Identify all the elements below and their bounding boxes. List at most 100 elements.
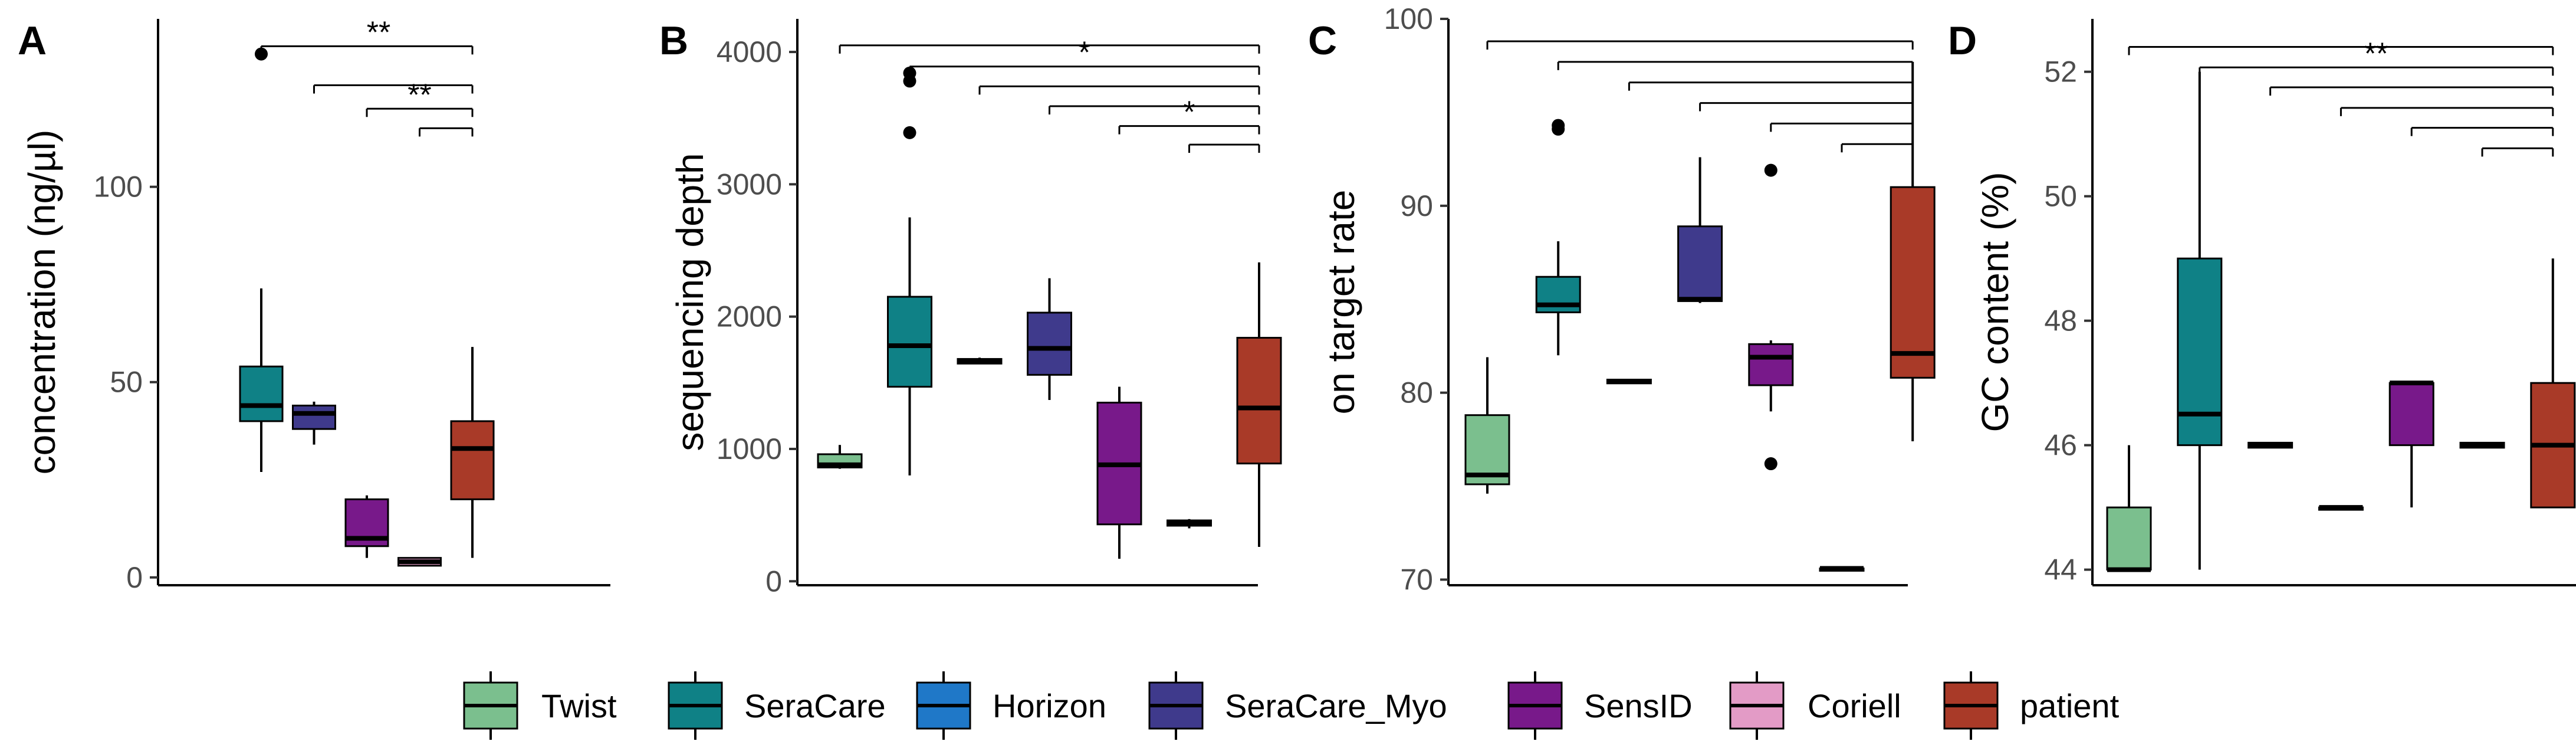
box-iqr [1236, 337, 1282, 465]
y-tick-label: 4000 [717, 35, 782, 68]
box-sensid [2388, 381, 2434, 508]
sig-bracket-coriell [1841, 143, 1914, 153]
y-tick-label: 50 [110, 366, 143, 399]
box-iqr [2106, 506, 2152, 571]
box-sensid [1748, 163, 1794, 471]
y-axis-title: sequencing depth [669, 153, 711, 451]
y-axis-title: concentration (ng/µl) [21, 130, 63, 475]
legend-label: Twist [541, 687, 617, 724]
box-horizon [957, 358, 1003, 365]
panel-b: B 0 1000 2000 3000 4000 sequencing depth * * [659, 18, 1282, 598]
y-tick-label: 90 [1400, 189, 1433, 222]
legend-label: Horizon [993, 687, 1106, 724]
sig-bracket-seracare-myo [2340, 107, 2554, 116]
box-twist [2106, 445, 2152, 572]
box-seracare-myo [292, 401, 336, 445]
legend-item-twist: Twist [463, 671, 617, 740]
box-patient [2530, 258, 2576, 509]
sig-bracket-seracare-myo [1699, 102, 1914, 111]
panel-c: C 70 80 90 100 on target rate [1308, 2, 1936, 596]
sig-bracket-twist [2128, 45, 2554, 55]
y-tick-label: 50 [2044, 180, 2077, 213]
legend-label: Coriell [1808, 687, 1901, 724]
y-axis-title: GC content (%) [1974, 172, 2016, 432]
sig-bracket-coriell [2481, 147, 2554, 157]
box-coriell [1167, 519, 1212, 529]
outlier-point [903, 126, 916, 139]
sig-bracket-horizon [1628, 81, 1914, 91]
sig-bracket-sensid: * [1118, 96, 1260, 135]
box-patient [1236, 262, 1282, 547]
panel-letter-a: A [18, 18, 47, 63]
legend-item-seracare-myo: SeraCare_Myo [1148, 671, 1447, 740]
sig-bracket-sensid [1770, 122, 1914, 132]
panel-d: D 44 46 48 50 52 GC content (%) ** [1948, 18, 2576, 586]
legend-item-horizon: Horizon [916, 671, 1106, 740]
outlier-point [1552, 119, 1565, 132]
y-tick-label: 52 [2044, 55, 2077, 88]
sig-bracket-twist [1486, 40, 1914, 50]
y-tick-label: 48 [2044, 304, 2077, 337]
y-tick-label: 100 [94, 170, 143, 204]
box-seracare [239, 47, 284, 472]
sig-bracket-seracare-myo [1049, 105, 1260, 115]
y-axis-title: on target rate [1320, 190, 1362, 415]
legend-item-sensid: SensID [1507, 671, 1693, 740]
sig-bracket-coriell [1188, 143, 1260, 153]
y-tick-label: 44 [2044, 553, 2077, 586]
sig-bracket-sensid: ** [366, 78, 474, 117]
box-seracare-myo [1027, 278, 1072, 400]
box-iqr [450, 420, 495, 500]
box-iqr [292, 404, 336, 430]
sig-bracket-seracare: ** [2199, 37, 2554, 76]
legend-item-coriell: Coriell [1729, 671, 1901, 740]
legend-item-seracare: SeraCare [668, 671, 886, 740]
box-iqr [1748, 343, 1794, 386]
panel-letter-c: C [1308, 18, 1337, 63]
sig-bracket-twist [839, 44, 1260, 54]
box-iqr [1677, 225, 1723, 302]
box-coriell [2459, 441, 2505, 449]
sig-bracket-seracare-myo [313, 84, 474, 94]
box-coriell [1819, 566, 1865, 572]
box-iqr [887, 296, 932, 388]
sig-bracket-coriell [419, 127, 474, 137]
sig-bracket-seracare: * [909, 36, 1260, 75]
box-twist [1464, 357, 1510, 494]
sig-bracket-horizon [2269, 86, 2554, 96]
y-tick-label: 2000 [717, 300, 782, 333]
box-twist [817, 445, 863, 469]
box-iqr [239, 365, 284, 422]
y-tick-label: 46 [2044, 429, 2077, 462]
y-tick-label: 3000 [717, 168, 782, 201]
legend-label: SeraCare_Myo [1225, 687, 1447, 724]
box-iqr [1027, 311, 1072, 376]
box-seracare-myo [1677, 157, 1723, 303]
box-iqr [2177, 257, 2223, 447]
box-coriell [397, 557, 442, 567]
y-tick-label: 100 [1384, 2, 1433, 35]
panel-letter-b: B [659, 18, 688, 63]
box-sensid [1096, 386, 1142, 559]
significance-label: * [1079, 36, 1090, 70]
box-seracare [1535, 119, 1581, 356]
box-horizon [2248, 441, 2294, 449]
outlier-point [1764, 163, 1777, 177]
legend-label: SeraCare [744, 687, 886, 724]
box-seracare-myo [2318, 505, 2364, 511]
sig-bracket-horizon [978, 85, 1260, 95]
y-tick-label: 70 [1400, 563, 1433, 596]
sig-bracket-seracare: ** [260, 15, 474, 55]
significance-label: * [1183, 96, 1195, 130]
legend-label: SensID [1584, 687, 1693, 724]
panel-letter-d: D [1948, 18, 1977, 63]
legend-label: patient [2020, 687, 2120, 724]
significance-label: ** [2364, 37, 2388, 71]
box-patient [450, 347, 495, 558]
box-iqr [2388, 382, 2434, 447]
panel-a: A 0 50 100 concentration (ng/µl) ** ** [18, 15, 610, 594]
box-horizon [1606, 378, 1652, 385]
significance-label: ** [367, 15, 390, 50]
box-sensid [344, 495, 389, 558]
y-tick-label: 0 [126, 561, 143, 594]
